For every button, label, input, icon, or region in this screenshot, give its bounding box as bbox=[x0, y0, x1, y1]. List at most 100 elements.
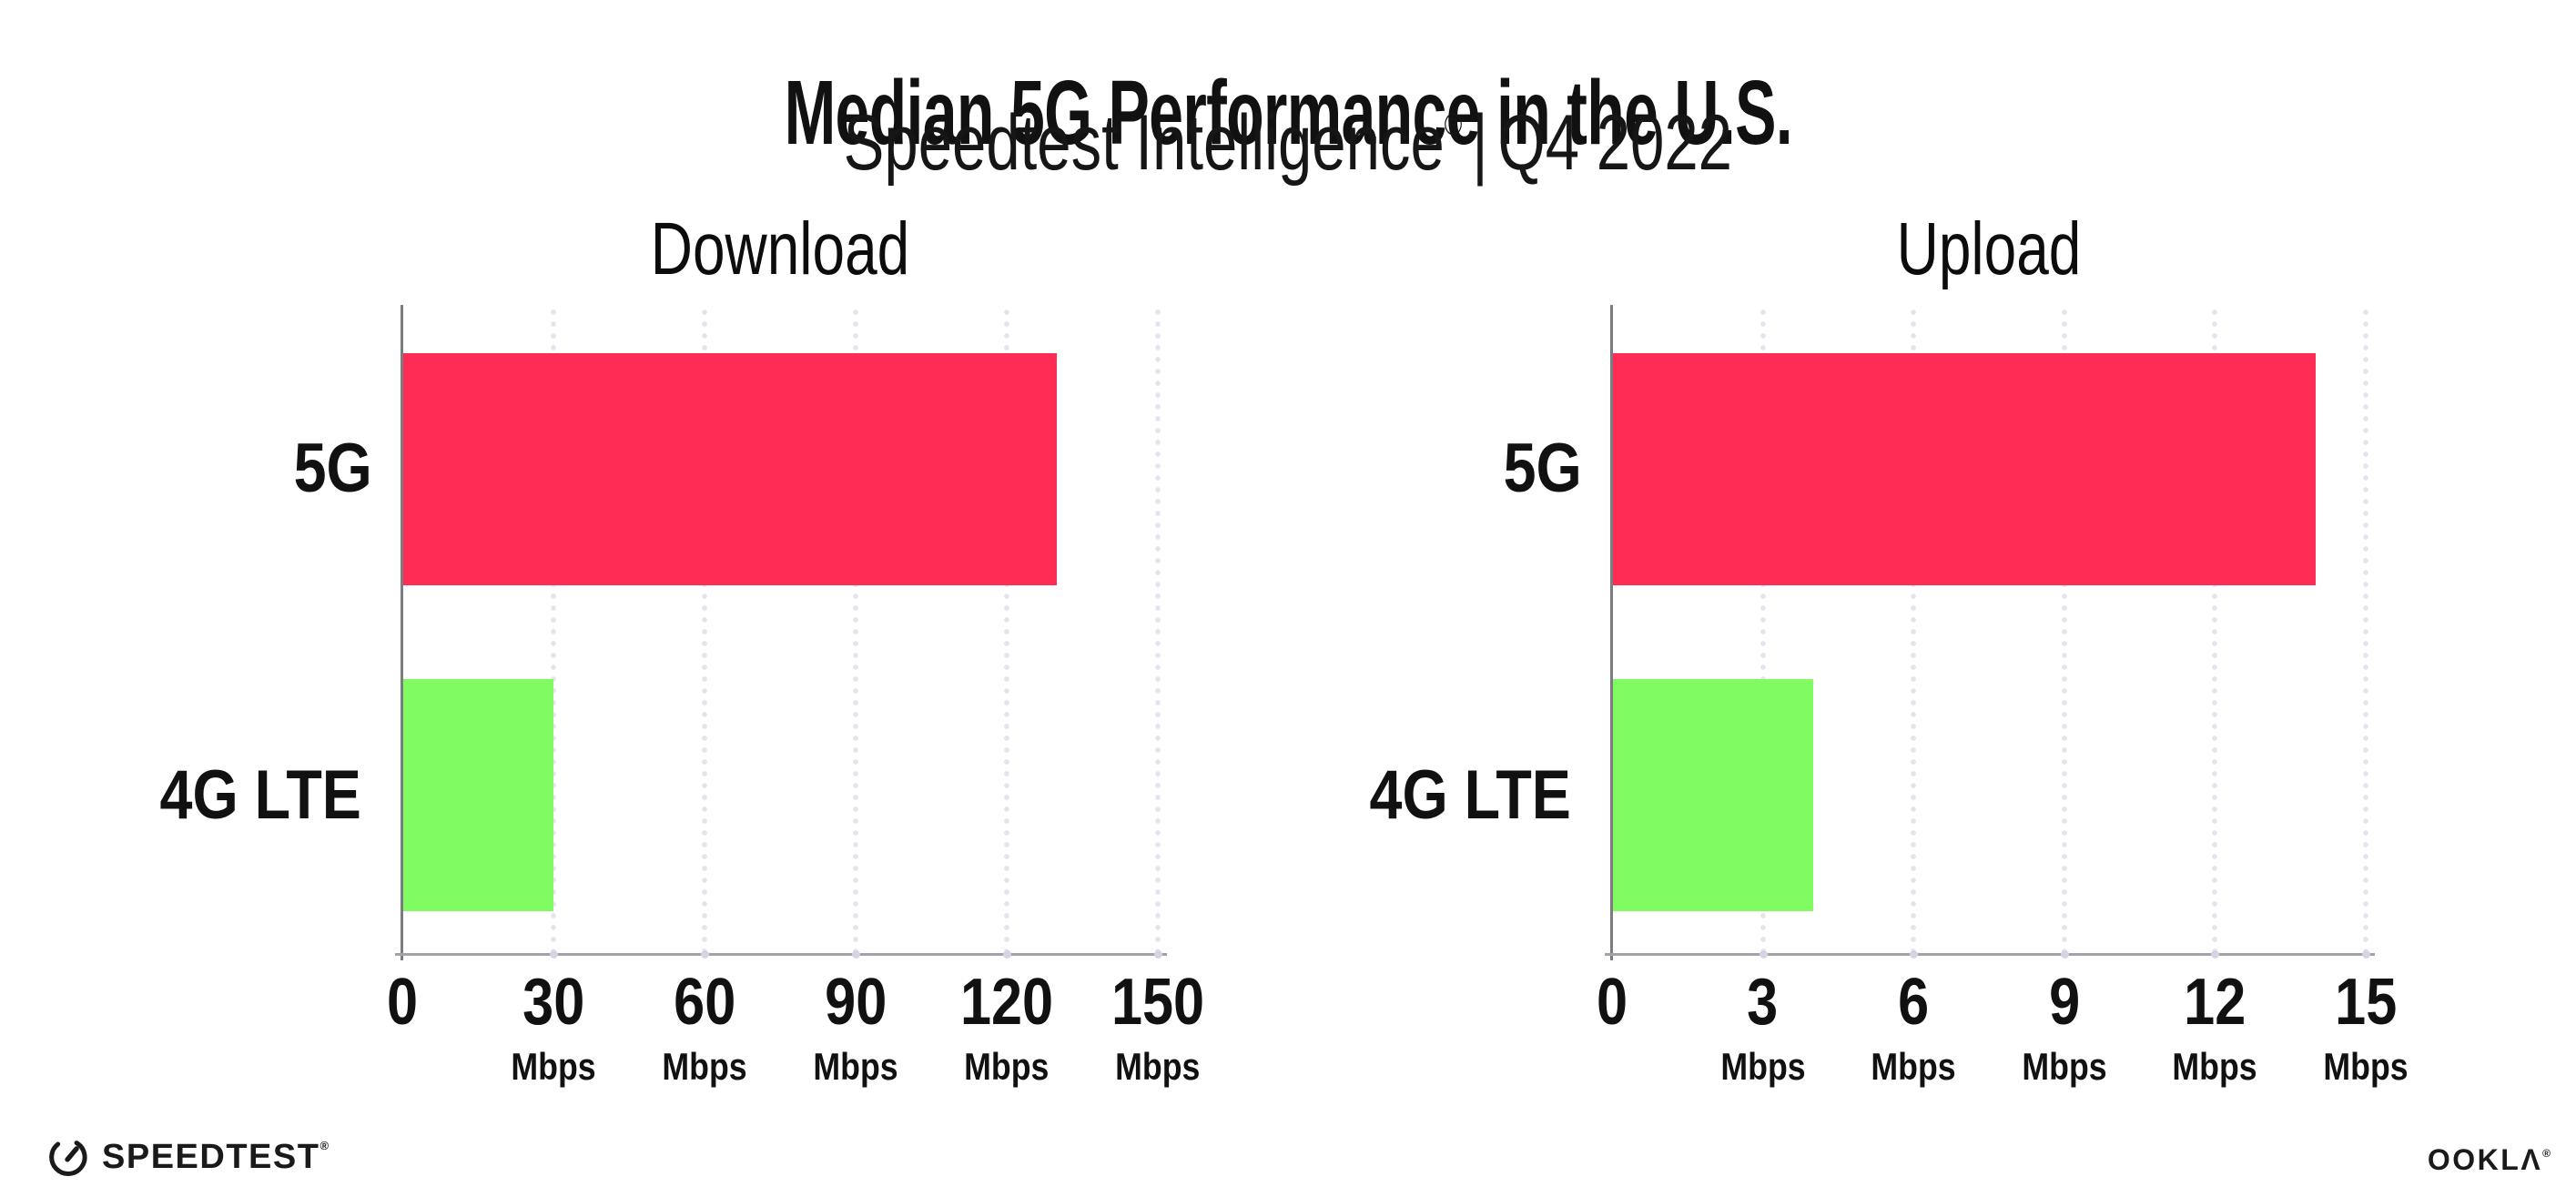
x-tick-value: 0 bbox=[1594, 969, 1630, 1035]
chart-title: Upload bbox=[1871, 212, 2107, 287]
x-tick-unit-text: Mbps bbox=[964, 1045, 1050, 1088]
bar-5g bbox=[1612, 352, 2316, 585]
subtitle-product: Speedtest Intelligence bbox=[843, 99, 1445, 187]
axis-tick-dot bbox=[852, 950, 860, 959]
x-tick-value-text: 30 bbox=[522, 966, 585, 1039]
x-tick-unit: Mbps bbox=[2316, 1048, 2416, 1086]
speedtest-wordmark-text: SPEEDTEST bbox=[102, 1138, 320, 1176]
axis-tick-dot bbox=[1759, 950, 1768, 959]
x-tick-unit-text: Mbps bbox=[1115, 1045, 1201, 1088]
x-tick-label: 9 Mbps bbox=[2014, 969, 2115, 1086]
axis-tick-dot bbox=[2060, 950, 2069, 959]
x-tick-value-text: 0 bbox=[1596, 966, 1628, 1039]
bar-5g bbox=[402, 352, 1058, 585]
x-tick-value-text: 150 bbox=[1111, 966, 1205, 1039]
x-tick-value-text: 60 bbox=[673, 966, 736, 1039]
page-title: Median 5G Performance in the U.S. bbox=[0, 66, 2576, 159]
x-tick-label: 30 Mbps bbox=[503, 969, 603, 1086]
gridline bbox=[2061, 309, 2067, 951]
x-tick-label: 150 Mbps bbox=[1103, 969, 1212, 1086]
download-chart-plot: Download 5G 4G LTE 0 30 Mbps 60 Mbps 90 Mbps 120 Mb… bbox=[159, 212, 1204, 1086]
x-tick-unit: Mbps bbox=[2014, 1048, 2115, 1086]
page-subtitle: Speedtest Intelligence® | Q4 2022 bbox=[0, 102, 2576, 184]
speedtest-gauge-icon bbox=[49, 1141, 87, 1176]
ookla-registered-mark-icon: ® bbox=[2542, 1147, 2551, 1160]
x-tick-unit-text: Mbps bbox=[2323, 1045, 2409, 1088]
speedtest-wordmark: SPEEDTEST® bbox=[102, 1140, 329, 1174]
x-tick-value: 6 bbox=[1863, 969, 1963, 1035]
gridline bbox=[2212, 309, 2218, 951]
gridline bbox=[853, 309, 858, 951]
x-tick-unit: Mbps bbox=[654, 1048, 755, 1086]
x-tick-value: 3 bbox=[1713, 969, 1813, 1035]
ookla-wordmark: OOKLΛ® bbox=[2428, 1145, 2551, 1174]
x-tick-label: 0 bbox=[384, 969, 421, 1035]
x-tick-unit-text: Mbps bbox=[511, 1045, 596, 1088]
x-tick-value-text: 90 bbox=[824, 966, 887, 1039]
x-axis-line bbox=[1605, 953, 2375, 956]
category-label-text: 4G LTE bbox=[1369, 756, 1571, 834]
bar-4g-lte bbox=[1612, 679, 1813, 912]
page-subtitle-text: Speedtest Intelligence® | Q4 2022 bbox=[844, 102, 1732, 184]
gridline bbox=[1004, 309, 1009, 951]
category-label: 4G LTE bbox=[1352, 756, 1588, 834]
x-tick-value-text: 6 bbox=[1898, 966, 1930, 1039]
x-tick-label: 90 Mbps bbox=[806, 969, 906, 1086]
x-tick-value-text: 3 bbox=[1747, 966, 1779, 1039]
category-label: 5G bbox=[1496, 434, 1588, 503]
x-tick-label: 6 Mbps bbox=[1863, 969, 1963, 1086]
x-axis-line bbox=[395, 953, 1167, 956]
x-tick-value: 120 bbox=[952, 969, 1061, 1035]
speedtest-logo: SPEEDTEST® bbox=[47, 1136, 329, 1178]
x-tick-value-text: 0 bbox=[386, 966, 419, 1039]
x-tick-label: 0 bbox=[1594, 969, 1630, 1035]
axis-tick-dot bbox=[1003, 950, 1011, 959]
x-tick-value: 9 bbox=[2014, 969, 2115, 1035]
x-tick-unit: Mbps bbox=[1713, 1048, 1813, 1086]
axis-tick-dot bbox=[701, 950, 709, 959]
category-label-text: 5G bbox=[293, 430, 372, 508]
ookla-wordmark-text: OOKLΛ bbox=[2427, 1143, 2543, 1176]
y-axis-line bbox=[1610, 305, 1613, 960]
x-tick-unit-text: Mbps bbox=[2022, 1045, 2107, 1088]
x-tick-value: 60 bbox=[654, 969, 755, 1035]
speedtest-registered-mark-icon: ® bbox=[319, 1139, 330, 1152]
x-tick-label: 15 Mbps bbox=[2316, 969, 2416, 1086]
x-tick-unit: Mbps bbox=[2165, 1048, 2266, 1086]
x-tick-label: 3 Mbps bbox=[1713, 969, 1813, 1086]
gridline bbox=[551, 309, 556, 951]
x-tick-unit-text: Mbps bbox=[1871, 1045, 1956, 1088]
axis-tick-dot bbox=[2362, 950, 2370, 959]
page-title-text: Median 5G Performance in the U.S. bbox=[784, 62, 1792, 164]
subtitle-separator: | bbox=[1472, 99, 1488, 187]
x-tick-unit: Mbps bbox=[952, 1048, 1061, 1086]
x-tick-value-text: 9 bbox=[2048, 966, 2080, 1039]
x-tick-value: 90 bbox=[806, 969, 906, 1035]
x-tick-unit: Mbps bbox=[806, 1048, 906, 1086]
axis-tick-dot bbox=[1154, 950, 1162, 959]
chart-title-text: Download bbox=[650, 208, 910, 290]
x-tick-label: 120 Mbps bbox=[952, 969, 1061, 1086]
x-tick-value-text: 15 bbox=[2334, 966, 2398, 1039]
x-tick-unit-text: Mbps bbox=[813, 1045, 898, 1088]
gridline bbox=[2363, 309, 2368, 951]
subtitle-period: Q4 2022 bbox=[1497, 99, 1733, 187]
category-label: 5G bbox=[287, 434, 379, 503]
chart-title: Download bbox=[614, 212, 947, 287]
x-tick-unit-text: Mbps bbox=[662, 1045, 747, 1088]
x-tick-value: 12 bbox=[2165, 969, 2266, 1035]
category-label: 4G LTE bbox=[142, 760, 379, 830]
x-tick-unit: Mbps bbox=[1863, 1048, 1963, 1086]
x-tick-unit-text: Mbps bbox=[1719, 1045, 1806, 1088]
axis-tick-dot bbox=[550, 950, 558, 959]
category-label-text: 5G bbox=[1503, 430, 1582, 508]
x-tick-unit-text: Mbps bbox=[2172, 1045, 2257, 1088]
x-tick-value: 30 bbox=[503, 969, 603, 1035]
ookla-logo: OOKLΛ® bbox=[2428, 1145, 2551, 1174]
x-tick-value: 0 bbox=[384, 969, 421, 1035]
axis-tick-dot bbox=[2211, 950, 2220, 959]
x-tick-unit: Mbps bbox=[1103, 1048, 1212, 1086]
x-tick-label: 12 Mbps bbox=[2165, 969, 2266, 1086]
y-axis-line bbox=[401, 305, 403, 960]
